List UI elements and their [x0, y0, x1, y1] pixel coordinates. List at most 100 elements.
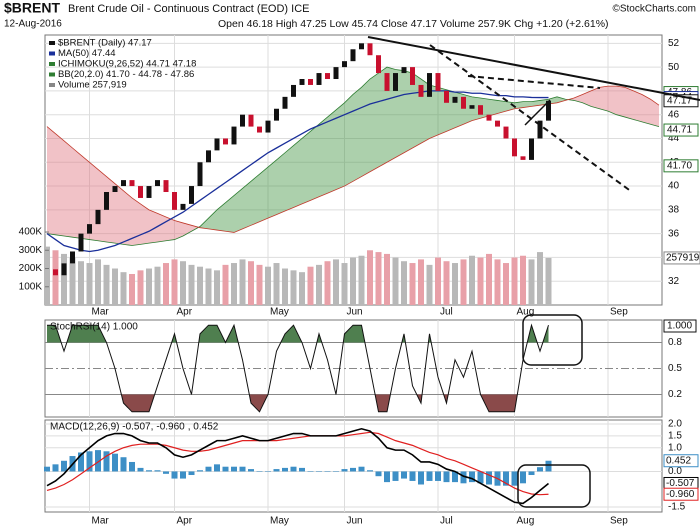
- histogram-bar: [120, 457, 127, 472]
- volume-bar: [197, 266, 203, 305]
- candle: [291, 84, 296, 97]
- cloud-segment: [47, 126, 56, 235]
- cloud-segment: [81, 155, 90, 240]
- histogram-bar: [409, 471, 416, 481]
- y-tick-label: 46: [668, 109, 680, 120]
- macd-line: [46, 427, 550, 505]
- cloud-segment: [523, 101, 532, 108]
- x-tick-label: Mar: [92, 307, 110, 318]
- value-label: 1.000: [667, 321, 692, 332]
- y-tick-label: 0.5: [668, 363, 682, 374]
- volume-bar: [180, 261, 186, 305]
- candle: [384, 73, 390, 91]
- volume-bar: [460, 259, 467, 305]
- price-label: 41.70: [667, 160, 692, 171]
- price-label: 47.17: [667, 95, 692, 106]
- histogram-bar: [95, 450, 101, 472]
- histogram-bar: [392, 471, 399, 481]
- volume-bar: [61, 253, 67, 305]
- histogram-bar: [129, 461, 135, 472]
- candle: [299, 79, 305, 85]
- histogram-bar: [435, 471, 441, 481]
- candle: [240, 114, 245, 127]
- volume-bar: [511, 257, 518, 305]
- histogram-bar: [52, 464, 59, 472]
- candle: [265, 120, 271, 133]
- x-tick-label: Jul: [440, 307, 453, 318]
- volume-bar: [503, 263, 509, 305]
- candle: [350, 49, 356, 62]
- value-box: [663, 454, 699, 468]
- value-label: -0.960: [666, 489, 695, 500]
- volume-bar: [358, 255, 365, 305]
- volume-bar: [112, 268, 118, 305]
- histogram-bar: [307, 471, 314, 472]
- cloud-segment: [234, 188, 243, 233]
- panel-legend: MACD(12,26,9) -0.507,: [50, 422, 153, 433]
- stoch-line: [47, 323, 549, 413]
- histogram-bar: [537, 467, 543, 472]
- cloud-segment: [140, 203, 149, 245]
- legend-entry: $BRENT (Daily) 47.17: [58, 38, 152, 49]
- histogram-bar: [103, 451, 110, 472]
- volume-bar: [205, 268, 212, 305]
- cloud-segment: [429, 84, 438, 139]
- candle: [223, 138, 228, 145]
- candle: [61, 263, 67, 276]
- volume-bar: [367, 250, 373, 305]
- candle: [512, 138, 517, 157]
- candle: [393, 73, 398, 91]
- volume-bar: [52, 250, 59, 305]
- value-box: [663, 319, 697, 333]
- candle: [333, 67, 339, 80]
- volume-bar: [537, 252, 543, 305]
- candle: [486, 114, 492, 121]
- price-box: [663, 159, 699, 173]
- cloud-segment: [64, 140, 73, 238]
- volume-bar: [333, 259, 339, 305]
- volume-bar: [103, 264, 110, 305]
- candle: [121, 180, 126, 187]
- cloud-segment: [344, 94, 353, 187]
- cloud-segment: [242, 181, 251, 229]
- histogram-bar: [248, 469, 254, 472]
- candle: [129, 180, 135, 187]
- volume-bar: [528, 259, 535, 305]
- cloud-segment: [336, 102, 345, 190]
- y-tick-label: 44: [668, 133, 680, 144]
- cloud-segment: [285, 145, 294, 212]
- candle: [163, 180, 169, 193]
- volume-bar: [146, 268, 152, 305]
- volume-bar: [401, 261, 407, 305]
- histogram-bar: [44, 466, 50, 472]
- candle: [546, 100, 551, 121]
- trend-line: [367, 36, 700, 101]
- histogram-bar: [290, 466, 297, 472]
- y-tick-label: 40: [668, 181, 680, 192]
- histogram-bar: [426, 471, 433, 481]
- volume-bar: [163, 263, 169, 305]
- candle: [197, 162, 203, 187]
- histogram-bar: [401, 471, 407, 479]
- histogram-bar: [154, 470, 161, 472]
- volume-bar: [435, 257, 441, 305]
- cloud-segment: [650, 99, 659, 127]
- volume-bar: [239, 259, 246, 305]
- volume-bar: [299, 272, 305, 305]
- x-tick-label: Apr: [177, 307, 193, 318]
- cloud-segment: [557, 96, 566, 103]
- cloud-segment: [268, 159, 277, 219]
- x-tick-label: May: [270, 516, 289, 527]
- histogram-bar: [520, 471, 526, 484]
- chart-title: Brent Crude Oil - Continuous Contract (E…: [68, 3, 309, 15]
- candle: [478, 105, 483, 115]
- y-tick-label: 2.0: [668, 419, 682, 430]
- candle: [495, 120, 500, 127]
- volume-bar: [392, 257, 399, 305]
- histogram-bar: [375, 471, 382, 477]
- candle: [248, 114, 254, 127]
- volume-bar: [384, 253, 390, 305]
- x-tick-label: Apr: [177, 516, 193, 527]
- histogram-bar: [545, 460, 552, 472]
- cloud-segment: [591, 87, 600, 109]
